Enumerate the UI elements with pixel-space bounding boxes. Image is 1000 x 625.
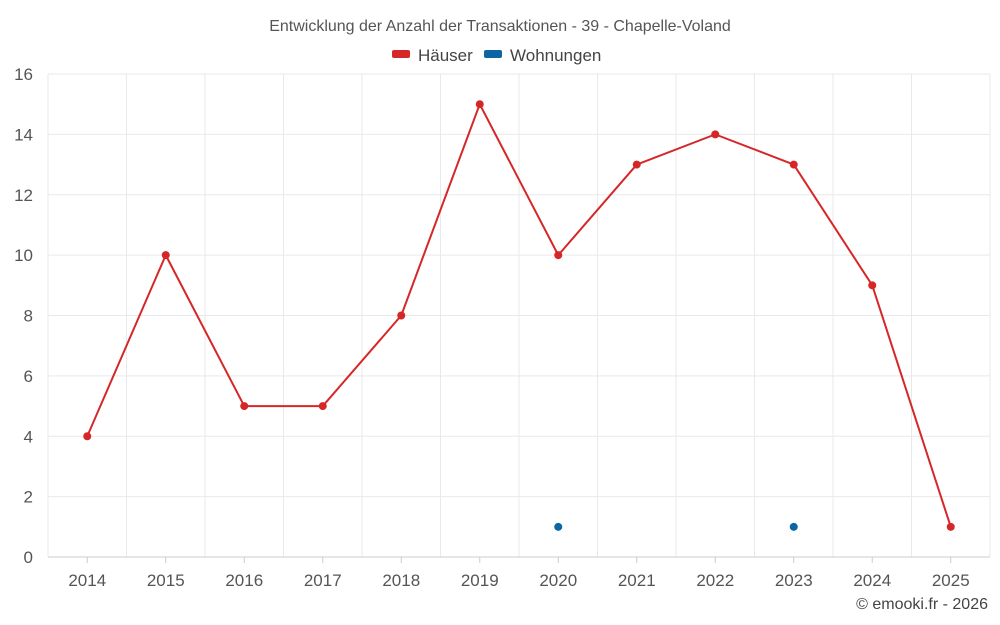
x-tick-label: 2022 bbox=[696, 571, 734, 590]
y-tick-label: 0 bbox=[24, 548, 33, 567]
x-tick-label: 2019 bbox=[461, 571, 499, 590]
y-tick-label: 14 bbox=[14, 125, 33, 144]
data-point-haeuser-2020[interactable] bbox=[554, 251, 563, 260]
data-point-haeuser-2017[interactable] bbox=[318, 402, 327, 411]
data-point-haeuser-2023[interactable] bbox=[789, 160, 798, 169]
data-point-haeuser-2021[interactable] bbox=[632, 160, 641, 169]
legend-swatch-wohnungen bbox=[484, 50, 502, 58]
x-tick-label: 2024 bbox=[853, 571, 891, 590]
credit: © emooki.fr - 2026 bbox=[856, 596, 988, 613]
series-wohnungen bbox=[554, 522, 798, 531]
data-point-wohnungen-2020[interactable] bbox=[554, 522, 563, 531]
series-line-haeuser bbox=[86, 103, 952, 528]
y-tick-label: 4 bbox=[24, 427, 33, 446]
legend-label-haeuser: Häuser bbox=[418, 46, 473, 65]
data-point-haeuser-2018[interactable] bbox=[397, 311, 406, 320]
y-tick-label: 10 bbox=[14, 246, 33, 265]
legend-item-haeuser[interactable]: Häuser bbox=[392, 46, 473, 65]
y-tick-label: 12 bbox=[14, 186, 33, 205]
grid bbox=[47, 73, 991, 557]
x-tick-label: 2025 bbox=[932, 571, 970, 590]
axes: 0 2 4 6 8 10 12 14 16 2014 2015 2016 2017 2018 2019 202… bbox=[14, 65, 990, 590]
data-point-haeuser-2024[interactable] bbox=[868, 281, 877, 290]
legend-swatch-haeuser bbox=[392, 50, 410, 58]
series-haeuser bbox=[83, 100, 955, 531]
legend-item-wohnungen[interactable]: Wohnungen bbox=[484, 46, 601, 65]
x-tick-label: 2023 bbox=[775, 571, 813, 590]
legend-label-wohnungen: Wohnungen bbox=[510, 46, 601, 65]
data-point-haeuser-2022[interactable] bbox=[711, 130, 720, 139]
data-point-haeuser-2016[interactable] bbox=[240, 402, 249, 411]
x-tick-label: 2021 bbox=[618, 571, 656, 590]
x-tick-label: 2020 bbox=[539, 571, 577, 590]
x-tick-label: 2017 bbox=[304, 571, 342, 590]
data-point-haeuser-2025[interactable] bbox=[946, 522, 955, 531]
x-tick-label: 2014 bbox=[68, 571, 106, 590]
data-point-haeuser-2015[interactable] bbox=[161, 251, 170, 260]
legend[interactable]: Häuser Wohnungen bbox=[392, 46, 601, 65]
y-tick-label: 6 bbox=[24, 367, 33, 386]
data-point-haeuser-2014[interactable] bbox=[83, 432, 92, 441]
x-tick-label: 2016 bbox=[225, 571, 263, 590]
data-point-wohnungen-2023[interactable] bbox=[789, 522, 798, 531]
x-tick-label: 2018 bbox=[382, 571, 420, 590]
data-point-haeuser-2019[interactable] bbox=[475, 100, 484, 109]
y-tick-label: 16 bbox=[14, 65, 33, 84]
chart-title: Entwicklung der Anzahl der Transaktionen… bbox=[269, 18, 731, 35]
y-tick-label: 8 bbox=[24, 307, 33, 326]
x-tick-label: 2015 bbox=[147, 571, 185, 590]
y-tick-label: 2 bbox=[24, 488, 33, 507]
series bbox=[83, 100, 955, 531]
